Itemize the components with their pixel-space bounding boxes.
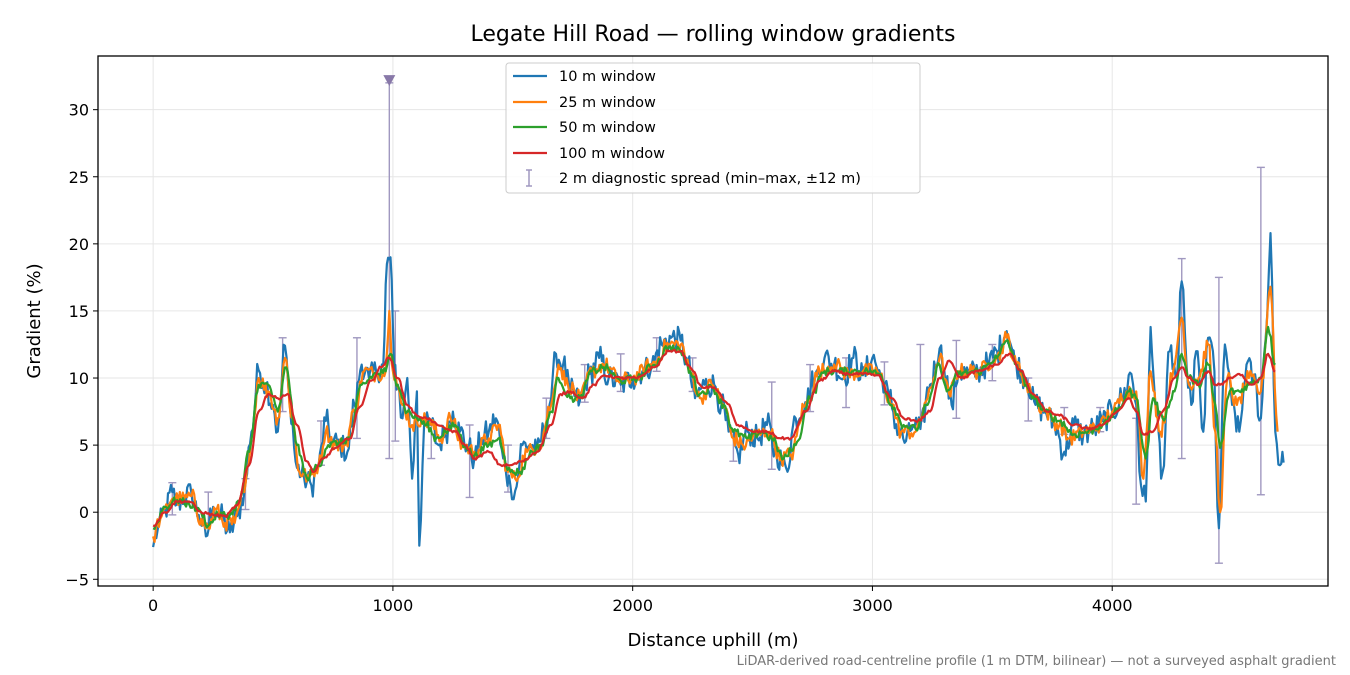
y-tick-label: −5 (65, 570, 89, 589)
y-axis-label: Gradient (%) (24, 263, 45, 378)
x-tick-label: 0 (148, 596, 158, 615)
legend-label-10m: 10 m window (559, 69, 656, 85)
y-tick-label: 20 (69, 235, 89, 254)
y-tick-label: 25 (69, 168, 89, 187)
y-tick-label: 30 (69, 101, 89, 120)
x-tick-label: 2000 (612, 596, 653, 615)
series-line-2 (152, 325, 1276, 530)
plot-frame (97, 55, 1329, 587)
y-tick-label: 15 (69, 302, 89, 321)
legend-label-100m: 100 m window (559, 146, 665, 162)
x-axis-label: Distance uphill (m) (628, 630, 799, 651)
x-tick-label: 3000 (852, 596, 893, 615)
series-lines (152, 232, 1285, 548)
legend-label-errorbar: 2 m diagnostic spread (min–max, ±12 m) (559, 171, 861, 187)
outlier-marker (383, 75, 396, 87)
y-tick-label: 10 (69, 369, 89, 388)
y-tick-label: 0 (79, 503, 89, 522)
footnote: LiDAR-derived road-centreline profile (1… (737, 654, 1336, 669)
error-bar (1177, 257, 1186, 460)
series-line-3 (152, 348, 1276, 528)
legend-label-25m: 25 m window (559, 95, 656, 111)
error-bar (1256, 166, 1265, 496)
legend-swatch-errorbar (526, 169, 532, 187)
x-tick-label: 1000 (373, 596, 414, 615)
y-tick-label: 5 (79, 436, 89, 455)
chart-title: Legate Hill Road — rolling window gradie… (471, 22, 956, 47)
series-line-1 (152, 285, 1279, 543)
legend-label-50m: 50 m window (559, 120, 656, 136)
x-axis-ticks: 0 1000 2000 3000 4000 (148, 586, 1133, 615)
x-tick-label: 4000 (1092, 596, 1133, 615)
error-bar (767, 381, 776, 470)
outlier-triangle (383, 75, 396, 87)
legend-box (505, 62, 921, 194)
legend: 10 m window 25 m window 50 m window 100 … (505, 62, 921, 194)
error-bar (465, 424, 474, 499)
y-axis-ticks: −5 0 5 10 15 20 25 30 (65, 101, 98, 589)
